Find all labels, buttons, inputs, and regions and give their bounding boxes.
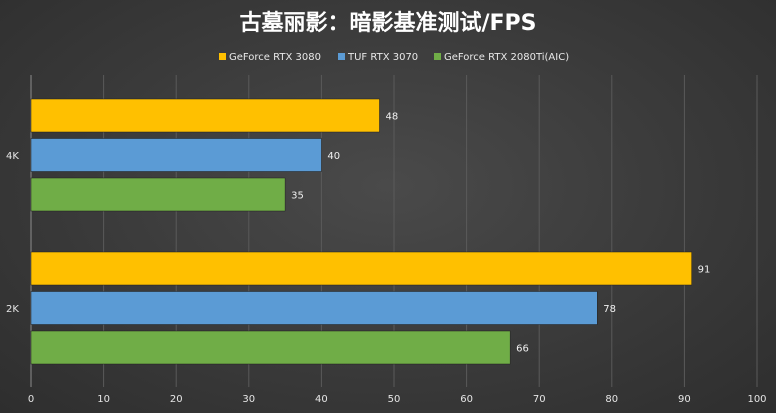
legend-label: GeForce RTX 3080 (229, 52, 321, 63)
bar-2k-geforce-rtx-3080 (30, 251, 692, 286)
bar-2k-tuf-rtx-3070 (30, 291, 598, 325)
bars (30, 98, 692, 365)
data-label: 48 (385, 112, 398, 123)
chart-title: 古墓丽影：暗影基准测试/FPS (239, 10, 536, 36)
x-tick-label: 100 (747, 394, 766, 405)
x-tick-label: 50 (388, 394, 401, 405)
x-tick-label: 20 (170, 394, 183, 405)
data-label: 78 (603, 304, 616, 315)
legend-label: GeForce RTX 2080Ti(AIC) (444, 52, 569, 63)
x-tick-label: 80 (605, 394, 618, 405)
legend-swatch (338, 53, 345, 60)
data-label: 91 (698, 265, 711, 276)
y-axis-categories: 4K 2K (6, 151, 19, 315)
legend-item-geforce-rtx-3080: GeForce RTX 3080 (219, 52, 321, 63)
legend: GeForce RTX 3080 TUF RTX 3070 GeForce RTX … (219, 52, 569, 63)
legend-item-tuf-rtx-3070: TUF RTX 3070 (338, 52, 418, 63)
data-label: 66 (516, 344, 529, 355)
x-tick-label: 0 (28, 394, 34, 405)
bar-4k-geforce-rtx-2080ti-aic (30, 177, 286, 212)
category-label-2k: 2K (6, 304, 19, 315)
bar-4k-tuf-rtx-3070 (30, 138, 322, 172)
x-tick-label: 70 (533, 394, 546, 405)
x-axis-ticks: 0 10 20 30 40 50 60 70 80 90 100 (28, 394, 767, 405)
x-tick-label: 90 (678, 394, 691, 405)
data-label: 40 (327, 151, 340, 162)
x-tick-label: 10 (97, 394, 110, 405)
category-label-4k: 4K (6, 151, 19, 162)
bar-2k-geforce-rtx-2080ti-aic (30, 330, 511, 365)
legend-swatch (434, 53, 441, 60)
x-tick-label: 30 (242, 394, 255, 405)
data-label: 35 (291, 191, 304, 202)
legend-item-geforce-rtx-2080ti-aic: GeForce RTX 2080Ti(AIC) (434, 52, 569, 63)
legend-swatch (219, 53, 226, 60)
bar-4k-geforce-rtx-3080 (30, 98, 380, 133)
x-tick-label: 40 (315, 394, 328, 405)
data-labels: 48 40 35 91 78 66 (291, 112, 710, 355)
x-tick-label: 60 (460, 394, 473, 405)
legend-label: TUF RTX 3070 (347, 52, 418, 63)
